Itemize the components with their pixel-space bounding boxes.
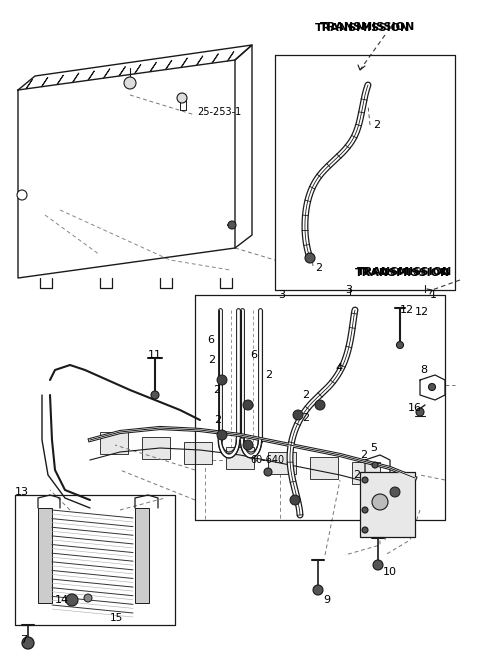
- Bar: [268, 452, 296, 474]
- Text: 2: 2: [373, 120, 380, 130]
- Text: TRANSMISSION: TRANSMISSION: [315, 23, 410, 33]
- Bar: [352, 462, 380, 484]
- Text: 15: 15: [110, 613, 123, 623]
- Circle shape: [151, 391, 159, 399]
- Circle shape: [362, 507, 368, 513]
- Circle shape: [362, 477, 368, 483]
- Text: 4: 4: [335, 363, 342, 373]
- Circle shape: [313, 585, 323, 595]
- Text: 2: 2: [208, 355, 215, 365]
- Text: 8: 8: [420, 365, 427, 375]
- Text: 6: 6: [207, 335, 214, 345]
- Circle shape: [315, 400, 325, 410]
- Text: 60-640: 60-640: [250, 455, 284, 465]
- Circle shape: [390, 487, 400, 497]
- Circle shape: [293, 410, 303, 420]
- Text: 9: 9: [323, 595, 330, 605]
- Circle shape: [362, 527, 368, 533]
- Text: TRANSMISSION: TRANSMISSION: [320, 22, 415, 32]
- Circle shape: [66, 594, 78, 606]
- Text: 2: 2: [360, 450, 367, 460]
- Text: 1: 1: [430, 290, 437, 300]
- Text: 14: 14: [55, 595, 69, 605]
- Circle shape: [416, 408, 424, 416]
- Text: 16: 16: [408, 403, 422, 413]
- Text: 12: 12: [415, 307, 429, 317]
- Text: TRANSMISSION: TRANSMISSION: [357, 267, 452, 277]
- Circle shape: [373, 560, 383, 570]
- Circle shape: [372, 494, 388, 510]
- Circle shape: [372, 462, 378, 468]
- Text: 2: 2: [353, 470, 360, 480]
- Circle shape: [429, 384, 435, 390]
- Text: 2: 2: [302, 390, 309, 400]
- Text: 2: 2: [302, 413, 309, 423]
- Text: 2: 2: [214, 415, 221, 425]
- Text: 10: 10: [383, 567, 397, 577]
- Circle shape: [84, 594, 92, 602]
- Text: TRANSMISSION: TRANSMISSION: [355, 268, 450, 278]
- Bar: [310, 457, 338, 479]
- Text: 13: 13: [15, 487, 29, 497]
- Circle shape: [243, 400, 253, 410]
- Circle shape: [22, 637, 34, 649]
- Circle shape: [396, 342, 404, 348]
- Circle shape: [243, 440, 253, 450]
- Bar: [142, 437, 170, 459]
- Circle shape: [217, 375, 227, 385]
- Bar: [184, 442, 212, 464]
- Text: 25-253-1: 25-253-1: [197, 107, 241, 117]
- Circle shape: [305, 253, 315, 263]
- Circle shape: [264, 468, 272, 476]
- Text: 2: 2: [213, 385, 220, 395]
- Bar: [38, 508, 52, 603]
- Text: 11: 11: [148, 350, 162, 360]
- Bar: [135, 508, 149, 603]
- Text: 7: 7: [20, 635, 27, 645]
- Text: 3: 3: [278, 290, 285, 300]
- Circle shape: [17, 190, 27, 200]
- Circle shape: [217, 430, 227, 440]
- Circle shape: [124, 77, 136, 89]
- Bar: [360, 472, 415, 537]
- Text: 3: 3: [345, 285, 352, 295]
- Text: 2: 2: [265, 370, 272, 380]
- Circle shape: [177, 93, 187, 103]
- Text: 5: 5: [370, 443, 377, 453]
- Text: 2: 2: [315, 263, 322, 273]
- Circle shape: [228, 221, 236, 229]
- Bar: [100, 432, 128, 454]
- Text: 12: 12: [400, 305, 414, 315]
- Bar: [226, 447, 254, 469]
- Circle shape: [290, 495, 300, 505]
- Text: 6: 6: [250, 350, 257, 360]
